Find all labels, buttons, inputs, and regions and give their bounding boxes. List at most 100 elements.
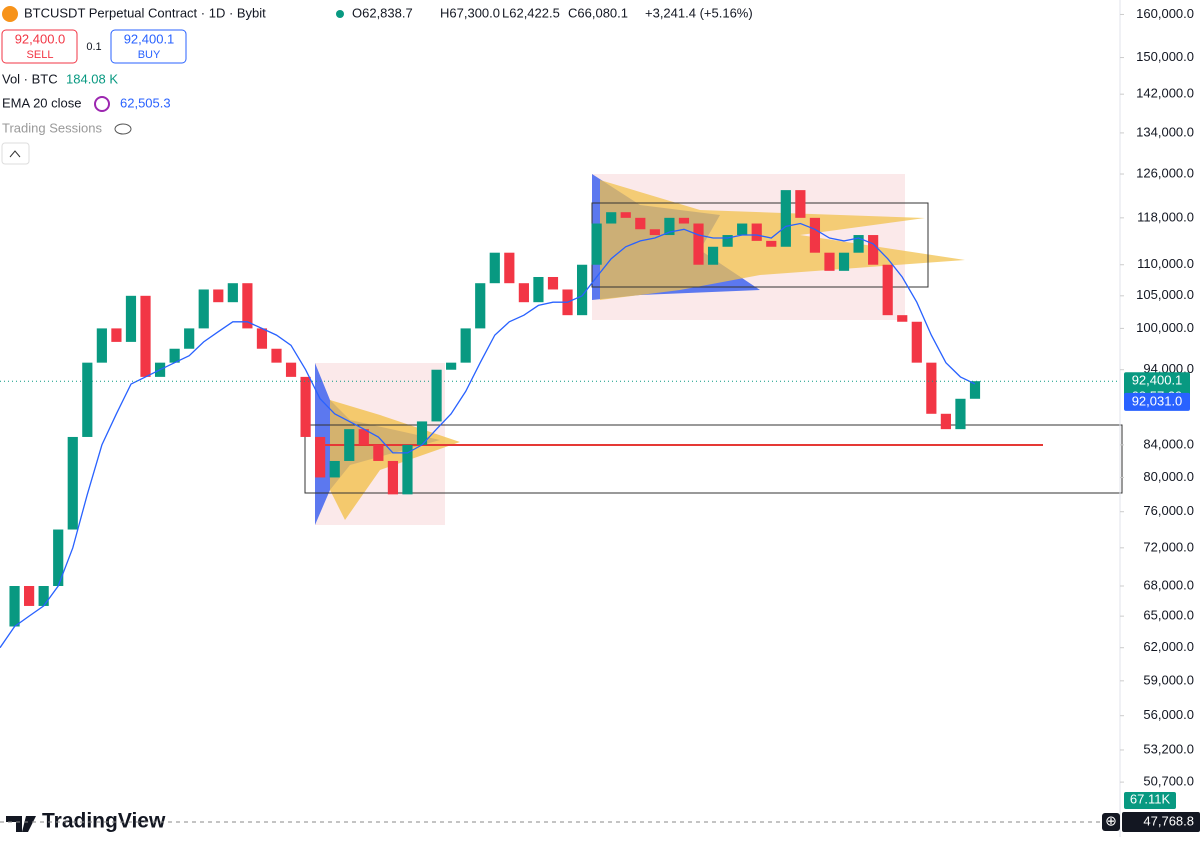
candle — [897, 315, 908, 322]
coin-icon — [2, 6, 18, 22]
candle — [853, 235, 864, 253]
y-tick-label: 56,000.0 — [1143, 707, 1194, 722]
y-tick-label: 50,700.0 — [1143, 774, 1194, 789]
candle — [868, 235, 879, 265]
candle — [533, 276, 544, 303]
candle — [315, 436, 326, 478]
collapse-button[interactable] — [1, 142, 30, 165]
candle — [926, 362, 937, 414]
y-tick-label: 68,000.0 — [1143, 577, 1194, 592]
logo-text: TradingView — [42, 810, 166, 833]
candle — [620, 212, 631, 218]
ema-price: 92,031.0 — [1132, 393, 1183, 408]
candle — [824, 252, 835, 271]
candle — [576, 264, 588, 316]
candle — [256, 328, 268, 349]
candle — [373, 444, 384, 461]
status-dot — [336, 10, 344, 18]
candle — [969, 381, 981, 399]
ohlc-open: O62,838.7 — [352, 5, 413, 20]
candle — [82, 362, 93, 437]
candle — [446, 362, 457, 370]
candle — [184, 328, 195, 349]
candle — [780, 190, 791, 247]
candle — [213, 289, 224, 303]
candle — [329, 460, 340, 478]
ohlc-change: +3,241.4 (+5.16%) — [645, 5, 753, 20]
ema-value: 62,505.3 — [120, 95, 171, 110]
candle — [387, 460, 399, 495]
candle — [766, 240, 777, 247]
y-tick-label: 53,200.0 — [1143, 741, 1194, 756]
y-tick-label: 76,000.0 — [1143, 503, 1194, 518]
buy-button[interactable] — [110, 29, 187, 64]
candle — [271, 348, 282, 363]
candle — [24, 586, 35, 606]
candle — [693, 223, 704, 265]
hidden-icon[interactable] — [114, 123, 132, 135]
y-tick-label: 150,000.0 — [1136, 49, 1194, 64]
candle — [678, 217, 690, 224]
y-tick-label: 72,000.0 — [1143, 539, 1194, 554]
symbol: BTCUSDT Perpetual Contract · 1D · Bybit — [24, 5, 266, 20]
candle — [111, 328, 122, 342]
volume-badge — [1124, 792, 1176, 809]
y-tick-label: 59,000.0 — [1143, 672, 1194, 687]
candle — [606, 212, 617, 224]
candle — [707, 246, 719, 265]
add-icon: ⊕ — [1105, 813, 1117, 829]
crosshair-badge — [1122, 812, 1200, 832]
candle — [591, 223, 602, 265]
y-tick-label: 80,000.0 — [1143, 469, 1194, 484]
ema-badge — [1124, 392, 1190, 411]
candle — [140, 295, 151, 377]
candle — [635, 217, 646, 230]
candle — [664, 217, 675, 236]
candle — [460, 328, 471, 363]
candle — [9, 586, 20, 627]
sell-button[interactable] — [1, 29, 78, 64]
candle — [38, 586, 49, 606]
candle — [402, 444, 413, 495]
candle — [940, 413, 951, 430]
candle — [489, 252, 500, 284]
add-button[interactable] — [1102, 813, 1120, 831]
ema-icon[interactable] — [94, 96, 110, 112]
sell-price: 92,400.0 — [15, 31, 66, 46]
ohlc-low: L62,422.5 — [502, 5, 560, 20]
crosshair-price: 47,768.8 — [1143, 813, 1194, 828]
candle — [67, 436, 78, 530]
buy-label: BUY — [138, 49, 161, 61]
candle — [955, 398, 966, 430]
candle — [169, 348, 180, 363]
candle — [838, 252, 850, 271]
y-tick-label: 134,000.0 — [1136, 124, 1194, 139]
range-box — [304, 424, 1123, 494]
candle — [96, 328, 107, 363]
candle — [547, 276, 559, 290]
candle — [285, 362, 297, 377]
sell-label: SELL — [27, 49, 54, 61]
candle — [431, 369, 442, 422]
y-tick-label: 100,000.0 — [1136, 320, 1194, 335]
candle — [795, 190, 806, 218]
candle — [722, 235, 733, 247]
buy-price: 92,400.1 — [124, 31, 175, 46]
candle — [809, 217, 821, 253]
y-tick-label: 126,000.0 — [1136, 165, 1194, 180]
candle — [242, 283, 253, 329]
candle — [649, 229, 660, 236]
last-price: 92,400.1 — [1132, 373, 1183, 388]
vol-label: Vol · BTC — [2, 71, 58, 86]
candle — [751, 223, 762, 241]
candle — [416, 421, 428, 445]
sessions-label: Trading Sessions — [2, 120, 102, 135]
logo-icon — [6, 816, 36, 832]
candle — [882, 264, 893, 316]
ema-label: EMA 20 close — [2, 95, 82, 110]
volume-value: 67.11K — [1130, 791, 1171, 806]
ohlc-close: C66,080.1 — [568, 5, 628, 20]
y-tick-label: 110,000.0 — [1137, 256, 1194, 271]
y-tick-label: 105,000.0 — [1136, 287, 1194, 302]
candle — [125, 295, 137, 342]
